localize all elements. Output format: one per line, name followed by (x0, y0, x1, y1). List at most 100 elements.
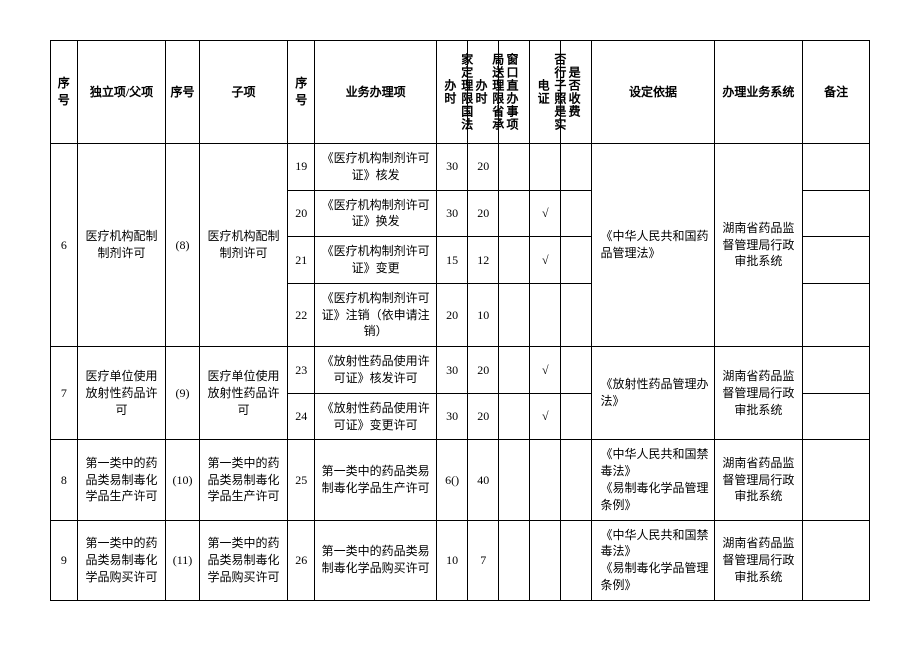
cell-win (499, 283, 530, 346)
cell-item: 《医疗机构制剂许可证》核发 (315, 144, 437, 191)
hdr-idx3: 序号 (288, 41, 315, 144)
cell-t2: 20 (468, 347, 499, 394)
cell-t2: 20 (468, 144, 499, 191)
cell-sub: 医疗单位使用放射性药品许可 (199, 347, 288, 440)
cell-t1: 6() (437, 440, 468, 520)
hdr-sub: 子项 (199, 41, 288, 144)
cell-note (803, 393, 870, 440)
cell-fee (561, 347, 592, 394)
hdr-time1: 家定理限国法办时 (437, 41, 468, 144)
cell-idx3: 24 (288, 393, 315, 440)
table-row: 9第一类中的药品类易制毒化学品购买许可(11)第一类中的药品类易制毒化学品购买许… (51, 520, 870, 600)
cell-t1: 15 (437, 237, 468, 284)
cell-parent: 第一类中的药品类易制毒化学品生产许可 (77, 440, 166, 520)
cell-idx: 9 (51, 520, 78, 600)
cell-elec (530, 440, 561, 520)
cell-idx2: (8) (166, 144, 199, 347)
cell-note (803, 347, 870, 394)
cell-elec (530, 520, 561, 600)
cell-fee (561, 237, 592, 284)
cell-item: 《医疗机构制剂许可证》变更 (315, 237, 437, 284)
cell-elec: √ (530, 190, 561, 237)
hdr-parent: 独立项/父项 (77, 41, 166, 144)
cell-note (803, 520, 870, 600)
cell-system: 湖南省药品监督管理局行政审批系统 (714, 520, 803, 600)
cell-idx3: 26 (288, 520, 315, 600)
cell-item: 《放射性药品使用许可证》变更许可 (315, 393, 437, 440)
cell-fee (561, 520, 592, 600)
cell-t2: 40 (468, 440, 499, 520)
cell-t1: 30 (437, 393, 468, 440)
cell-sub: 医疗机构配制制剂许可 (199, 144, 288, 347)
cell-win (499, 440, 530, 520)
cell-win (499, 520, 530, 600)
cell-elec: √ (530, 237, 561, 284)
cell-parent: 医疗单位使用放射性药品许可 (77, 347, 166, 440)
cell-parent: 医疗机构配制制剂许可 (77, 144, 166, 347)
cell-idx: 6 (51, 144, 78, 347)
cell-basis: 《中华人民共和国禁毒法》《易制毒化学品管理条例》 (592, 440, 714, 520)
table-row: 7医疗单位使用放射性药品许可(9)医疗单位使用放射性药品许可23《放射性药品使用… (51, 347, 870, 394)
cell-elec: √ (530, 393, 561, 440)
cell-parent: 第一类中的药品类易制毒化学品购买许可 (77, 520, 166, 600)
cell-item: 《医疗机构制剂许可证》注销（依申请注销） (315, 283, 437, 346)
cell-system: 湖南省药品监督管理局行政审批系统 (714, 347, 803, 440)
cell-idx3: 25 (288, 440, 315, 520)
cell-win (499, 237, 530, 284)
cell-idx2: (11) (166, 520, 199, 600)
cell-idx2: (9) (166, 347, 199, 440)
cell-t2: 10 (468, 283, 499, 346)
cell-basis: 《放射性药品管理办法》 (592, 347, 714, 440)
hdr-window: 窗口直办事项 (499, 41, 530, 144)
cell-sub: 第一类中的药品类易制毒化学品购买许可 (199, 520, 288, 600)
table-row: 6医疗机构配制制剂许可(8)医疗机构配制制剂许可19《医疗机构制剂许可证》核发3… (51, 144, 870, 191)
header-row: 序号 独立项/父项 序号 子项 序号 业务办理项 家定理限国法办时 局送理限省承… (51, 41, 870, 144)
table-row: 8第一类中的药品类易制毒化学品生产许可(10)第一类中的药品类易制毒化学品生产许… (51, 440, 870, 520)
cell-idx3: 22 (288, 283, 315, 346)
cell-fee (561, 393, 592, 440)
cell-elec (530, 144, 561, 191)
cell-elec: √ (530, 347, 561, 394)
permit-table: 序号 独立项/父项 序号 子项 序号 业务办理项 家定理限国法办时 局送理限省承… (50, 40, 870, 601)
cell-system: 湖南省药品监督管理局行政审批系统 (714, 144, 803, 347)
cell-idx3: 21 (288, 237, 315, 284)
hdr-item: 业务办理项 (315, 41, 437, 144)
cell-basis: 《中华人民共和国禁毒法》《易制毒化学品管理条例》 (592, 520, 714, 600)
cell-elec (530, 283, 561, 346)
cell-win (499, 347, 530, 394)
cell-note (803, 144, 870, 191)
cell-item: 第一类中的药品类易制毒化学品生产许可 (315, 440, 437, 520)
cell-idx: 7 (51, 347, 78, 440)
cell-idx3: 19 (288, 144, 315, 191)
cell-item: 《放射性药品使用许可证》核发许可 (315, 347, 437, 394)
cell-note (803, 283, 870, 346)
hdr-note: 备注 (803, 41, 870, 144)
cell-item: 《医疗机构制剂许可证》换发 (315, 190, 437, 237)
cell-fee (561, 283, 592, 346)
hdr-elec: 否行子照是实电证 (530, 41, 561, 144)
cell-idx3: 20 (288, 190, 315, 237)
cell-t1: 30 (437, 190, 468, 237)
cell-t2: 20 (468, 393, 499, 440)
cell-win (499, 393, 530, 440)
hdr-system: 办理业务系统 (714, 41, 803, 144)
cell-t1: 30 (437, 144, 468, 191)
cell-basis: 《中华人民共和国药品管理法》 (592, 144, 714, 347)
cell-idx3: 23 (288, 347, 315, 394)
cell-note (803, 237, 870, 284)
cell-note (803, 190, 870, 237)
cell-system: 湖南省药品监督管理局行政审批系统 (714, 440, 803, 520)
cell-note (803, 440, 870, 520)
cell-t1: 30 (437, 347, 468, 394)
cell-idx2: (10) (166, 440, 199, 520)
hdr-idx: 序号 (51, 41, 78, 144)
cell-item: 第一类中的药品类易制毒化学品购买许可 (315, 520, 437, 600)
cell-fee (561, 440, 592, 520)
cell-fee (561, 144, 592, 191)
cell-idx: 8 (51, 440, 78, 520)
cell-t2: 12 (468, 237, 499, 284)
cell-t2: 7 (468, 520, 499, 600)
cell-t1: 10 (437, 520, 468, 600)
hdr-idx2: 序号 (166, 41, 199, 144)
cell-t1: 20 (437, 283, 468, 346)
